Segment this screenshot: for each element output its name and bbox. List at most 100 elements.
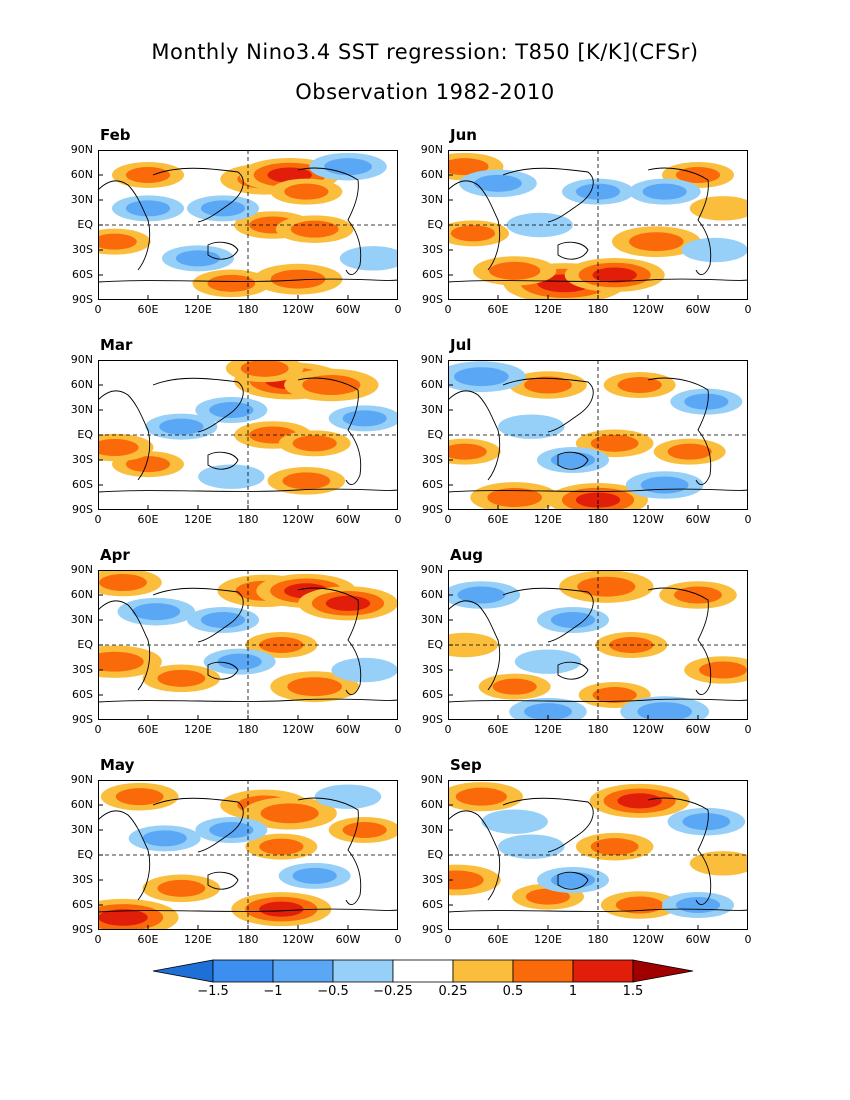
y-tick-label: 60N: [420, 798, 443, 811]
anomaly-contour: [575, 183, 621, 200]
panel-title: Feb: [100, 126, 131, 144]
colorbar-segment: [632, 959, 694, 983]
y-tick-label: 30S: [72, 873, 93, 886]
anomaly-contour: [325, 595, 371, 611]
coastline: [98, 698, 398, 703]
anomaly-contour: [157, 879, 206, 897]
coastline: [502, 377, 594, 433]
x-tick-label: 60E: [487, 303, 509, 316]
anomaly-contour: [302, 375, 361, 395]
map-panel-jun: [448, 150, 748, 300]
anomaly-contour: [209, 822, 254, 838]
anomaly-contour: [267, 167, 312, 183]
colorbar-segment: [572, 959, 634, 983]
x-tick-label: 0: [444, 933, 452, 946]
coastline: [647, 797, 712, 906]
x-tick-label: 120W: [282, 513, 314, 526]
coastline: [98, 810, 151, 901]
x-tick-label: 120W: [282, 723, 314, 736]
anomaly-contour: [617, 793, 662, 809]
x-tick-label: 0: [394, 513, 402, 526]
y-tick-label: EQ: [77, 638, 93, 651]
coastline: [152, 167, 244, 223]
x-tick-label: 120W: [632, 933, 664, 946]
anomaly-contour: [290, 220, 339, 238]
chart-title: Monthly Nino3.4 SST regression: T850 [K/…: [151, 40, 699, 64]
anomaly-contour: [115, 788, 164, 806]
y-tick-label: 30N: [420, 823, 443, 836]
coastline: [557, 451, 589, 470]
y-tick-label: 90N: [70, 773, 93, 786]
y-tick-label: 60S: [422, 898, 443, 911]
y-tick-label: 60S: [72, 268, 93, 281]
coastline: [557, 241, 589, 260]
y-tick-label: 90N: [420, 773, 443, 786]
x-tick-label: 0: [394, 723, 402, 736]
anomaly-contour: [98, 651, 144, 672]
anomaly-contour: [481, 809, 548, 834]
anomaly-contour: [260, 803, 319, 824]
y-tick-label: 60S: [72, 898, 93, 911]
y-tick-label: EQ: [427, 638, 443, 651]
coastline: [448, 278, 748, 283]
anomaly-contour: [292, 435, 337, 452]
y-tick-label: 90S: [72, 713, 93, 726]
y-tick-label: 30N: [70, 613, 93, 626]
anomaly-contour: [684, 393, 729, 410]
x-tick-label: 0: [94, 513, 102, 526]
coastline: [98, 908, 398, 913]
anomaly-contour: [98, 909, 148, 926]
x-tick-label: 120W: [632, 303, 664, 316]
x-tick-label: 60E: [137, 513, 159, 526]
y-tick-label: 90N: [70, 563, 93, 576]
anomaly-contour: [617, 377, 662, 393]
panel-title: Aug: [450, 546, 484, 564]
coastline: [207, 661, 239, 680]
anomaly-contour: [159, 418, 204, 435]
anomaly-contour: [489, 261, 541, 280]
coastline: [152, 797, 244, 853]
colorbar-label: −0.25: [373, 984, 413, 999]
anomaly-contour: [667, 443, 712, 460]
x-tick-label: 120E: [184, 513, 212, 526]
x-tick-label: 0: [94, 723, 102, 736]
anomaly-contour: [629, 232, 684, 252]
y-tick-label: 60N: [70, 378, 93, 391]
x-tick-label: 180: [587, 723, 609, 736]
x-tick-label: 60E: [137, 723, 159, 736]
anomaly-contour: [448, 443, 487, 460]
anomaly-contour: [450, 225, 496, 242]
coastline: [297, 167, 362, 276]
colorbar-label: 1.5: [622, 984, 644, 999]
x-tick-label: 180: [587, 303, 609, 316]
panel-title: Apr: [100, 546, 130, 564]
y-tick-label: 90S: [72, 293, 93, 306]
coastline: [448, 390, 501, 481]
colorbar-segment: [212, 959, 274, 983]
colorbar-segment: [392, 959, 454, 983]
anomaly-contour: [324, 158, 372, 176]
anomaly-contour: [455, 787, 507, 806]
x-tick-label: 0: [444, 303, 452, 316]
map-panel-may: [98, 780, 398, 930]
y-tick-label: 90N: [70, 143, 93, 156]
x-tick-label: 180: [237, 513, 259, 526]
x-tick-label: 60E: [137, 933, 159, 946]
y-tick-label: 60N: [70, 588, 93, 601]
coastline: [448, 698, 748, 703]
y-tick-label: 90S: [422, 503, 443, 516]
anomaly-contour: [682, 813, 731, 831]
anomaly-contour: [157, 669, 206, 687]
anomaly-contour: [457, 586, 506, 604]
coastline: [448, 908, 748, 913]
coastline: [647, 587, 712, 696]
x-tick-label: 120W: [632, 513, 664, 526]
coastline: [152, 377, 244, 433]
y-tick-label: 60S: [72, 478, 93, 491]
coastline: [297, 587, 362, 696]
x-tick-label: 120E: [184, 723, 212, 736]
colorbar-segment: [332, 959, 394, 983]
y-tick-label: 30S: [72, 663, 93, 676]
x-tick-label: 120E: [534, 723, 562, 736]
y-tick-label: 90N: [70, 353, 93, 366]
